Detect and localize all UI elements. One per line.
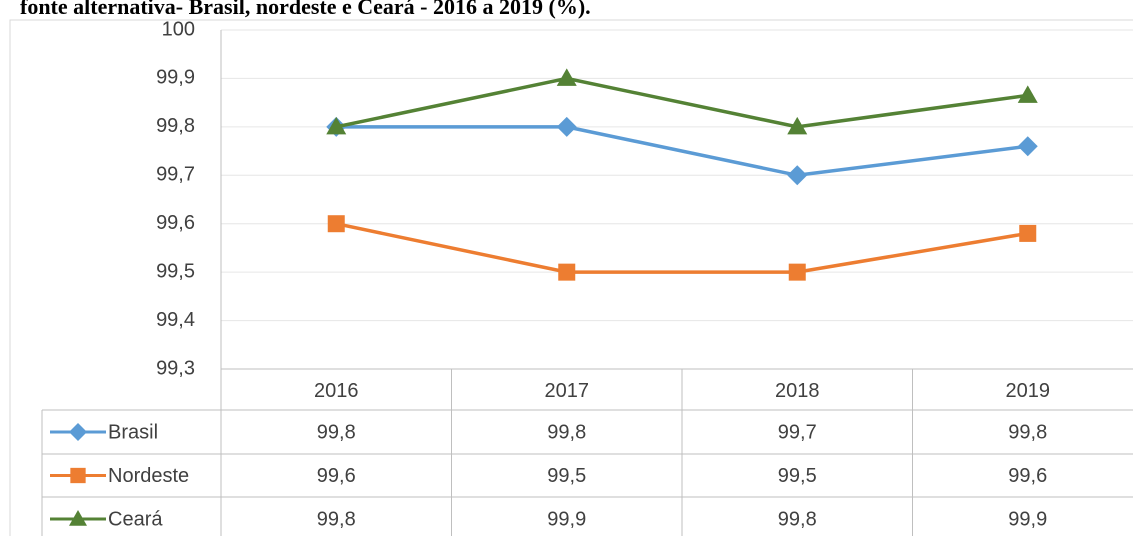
chart-title: fonte alternativa- Brasil, nordeste e Ce… (20, 0, 591, 19)
marker (70, 467, 86, 484)
x-tick-label: 2016 (314, 380, 359, 402)
legend-label: Brasil (108, 421, 158, 443)
legend-label: Nordeste (108, 465, 189, 487)
x-tick-label: 2019 (1006, 380, 1051, 402)
data-label: 99,8 (547, 421, 586, 443)
data-label: 99,6 (1008, 465, 1047, 487)
marker (1017, 85, 1038, 103)
marker (326, 116, 347, 135)
x-tick-label: 2017 (545, 380, 590, 402)
legend-label: Ceará (108, 508, 163, 530)
marker (787, 165, 808, 186)
data-label: 99,9 (1008, 508, 1047, 530)
series-line (335, 76, 1028, 129)
marker (1019, 224, 1037, 242)
series-line (336, 125, 1028, 178)
data-label: 99,8 (778, 508, 817, 530)
y-tick-label: 99,4 (156, 309, 195, 331)
series-line (335, 222, 1029, 274)
marker (556, 68, 577, 86)
marker (1017, 136, 1038, 157)
data-label: 99,8 (317, 508, 356, 530)
y-tick-label: 99,3 (156, 357, 195, 379)
y-tick-label: 99,5 (156, 260, 195, 282)
marker (788, 263, 806, 281)
y-tick-label: 99,9 (156, 67, 195, 89)
y-tick-label: 99,6 (156, 212, 195, 234)
marker (558, 263, 576, 281)
x-tick-label: 2018 (775, 380, 820, 402)
data-label: 99,8 (317, 421, 356, 443)
data-label: 99,6 (317, 465, 356, 487)
marker (69, 510, 87, 526)
marker (787, 116, 808, 135)
marker (556, 116, 577, 137)
y-tick-label: 100 (162, 18, 195, 40)
marker (69, 423, 87, 441)
marker (327, 215, 345, 233)
data-label: 99,9 (547, 508, 586, 530)
data-label: 99,8 (1008, 421, 1047, 443)
data-label: 99,7 (778, 421, 817, 443)
y-tick-label: 99,7 (156, 164, 195, 186)
data-label: 99,5 (547, 465, 586, 487)
data-label: 99,5 (778, 465, 817, 487)
y-tick-label: 99,8 (156, 115, 195, 137)
